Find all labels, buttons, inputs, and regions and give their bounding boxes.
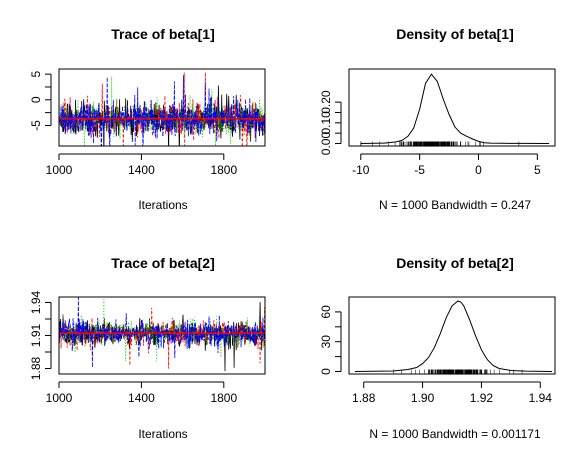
- panel-density-beta1: Density of beta[1] -10 -5 0 5 0.000.100.20 …: [319, 26, 556, 212]
- y-tick-label: 0: [29, 96, 43, 103]
- density-beta1-x-axis: -10 -5 0 5: [352, 153, 541, 177]
- y-tick-label: 1.94: [29, 290, 43, 314]
- x-tick-label: -5: [414, 163, 425, 177]
- y-tick-label: 30: [319, 335, 333, 349]
- x-tick-label: 1800: [210, 163, 237, 177]
- trace-beta1-title: Trace of beta[1]: [111, 26, 214, 42]
- trace-beta2-title: Trace of beta[2]: [111, 255, 214, 271]
- density-beta1-xlabel: N = 1000 Bandwidth = 0.247: [379, 198, 531, 212]
- trace-beta1-xlabel: Iterations: [138, 198, 187, 212]
- density-beta1-curve: [360, 73, 550, 144]
- trace-beta1-plot-frame: [58, 68, 266, 147]
- trace-beta1-series: [59, 72, 265, 146]
- x-tick-label: 1400: [128, 391, 155, 405]
- x-tick-label: 1.90: [411, 391, 435, 405]
- y-tick-label: 0: [319, 368, 333, 375]
- x-tick-label: 5: [534, 163, 541, 177]
- x-tick-label: 1.88: [352, 391, 376, 405]
- x-tick-label: 1000: [46, 391, 73, 405]
- trace-series-2: [59, 306, 265, 369]
- y-tick-label: 1.91: [29, 323, 43, 347]
- y-tick-label: 60: [319, 305, 333, 319]
- density-beta2-x-axis: 1.88 1.90 1.92 1.94: [352, 381, 553, 405]
- density-beta1-plot-frame: [348, 68, 556, 147]
- density-beta2-plot-frame: [348, 296, 556, 375]
- density-beta2-title: Density of beta[2]: [396, 255, 513, 271]
- x-tick-label: 1.92: [470, 391, 494, 405]
- trace-beta2-plot-frame: [58, 296, 266, 375]
- y-tick-label: 0.10: [319, 111, 333, 135]
- density-beta1-title: Density of beta[1]: [396, 26, 513, 42]
- x-tick-label: 1000: [46, 163, 73, 177]
- density-beta1-y-axis: 0.000.100.20: [319, 90, 342, 156]
- panel-trace-beta2: Trace of beta[2] 1000 1400 1800 1.881.911.…: [29, 255, 266, 441]
- y-tick-label: 1.88: [29, 356, 43, 380]
- density-beta2-y-axis: 0 30 60: [319, 305, 342, 375]
- x-tick-label: 1800: [210, 391, 237, 405]
- trace-beta1-y-axis: 5 0 -5: [29, 70, 52, 131]
- y-tick-label: -5: [29, 120, 43, 131]
- trace-beta1-x-axis: 1000 1400 1800: [46, 153, 237, 177]
- density-beta2-xlabel: N = 1000 Bandwidth = 0.001171: [369, 427, 541, 441]
- panel-density-beta2: Density of beta[2] 1.88 1.90 1.92 1.94 0 30 6…: [319, 255, 556, 441]
- density-beta2-curve: [354, 300, 553, 372]
- x-tick-label: -10: [352, 163, 370, 177]
- trace-beta2-x-axis: 1000 1400 1800: [46, 381, 237, 405]
- panel-trace-beta1: Trace of beta[1] 1000 1400 1800 5 0 -5 Itera…: [29, 26, 266, 212]
- x-tick-label: 1.94: [529, 391, 553, 405]
- x-tick-label: 1400: [128, 163, 155, 177]
- trace-beta2-y-axis: 1.88 1.91 1.94: [29, 290, 52, 380]
- y-tick-label: 0.20: [319, 90, 333, 114]
- trace-series-4: [59, 75, 265, 146]
- y-tick-label: 5: [29, 70, 43, 77]
- x-tick-label: 0: [475, 163, 482, 177]
- y-tick-label: 0.00: [319, 132, 333, 156]
- trace-beta2-xlabel: Iterations: [138, 427, 187, 441]
- trace-series-4: [59, 297, 265, 368]
